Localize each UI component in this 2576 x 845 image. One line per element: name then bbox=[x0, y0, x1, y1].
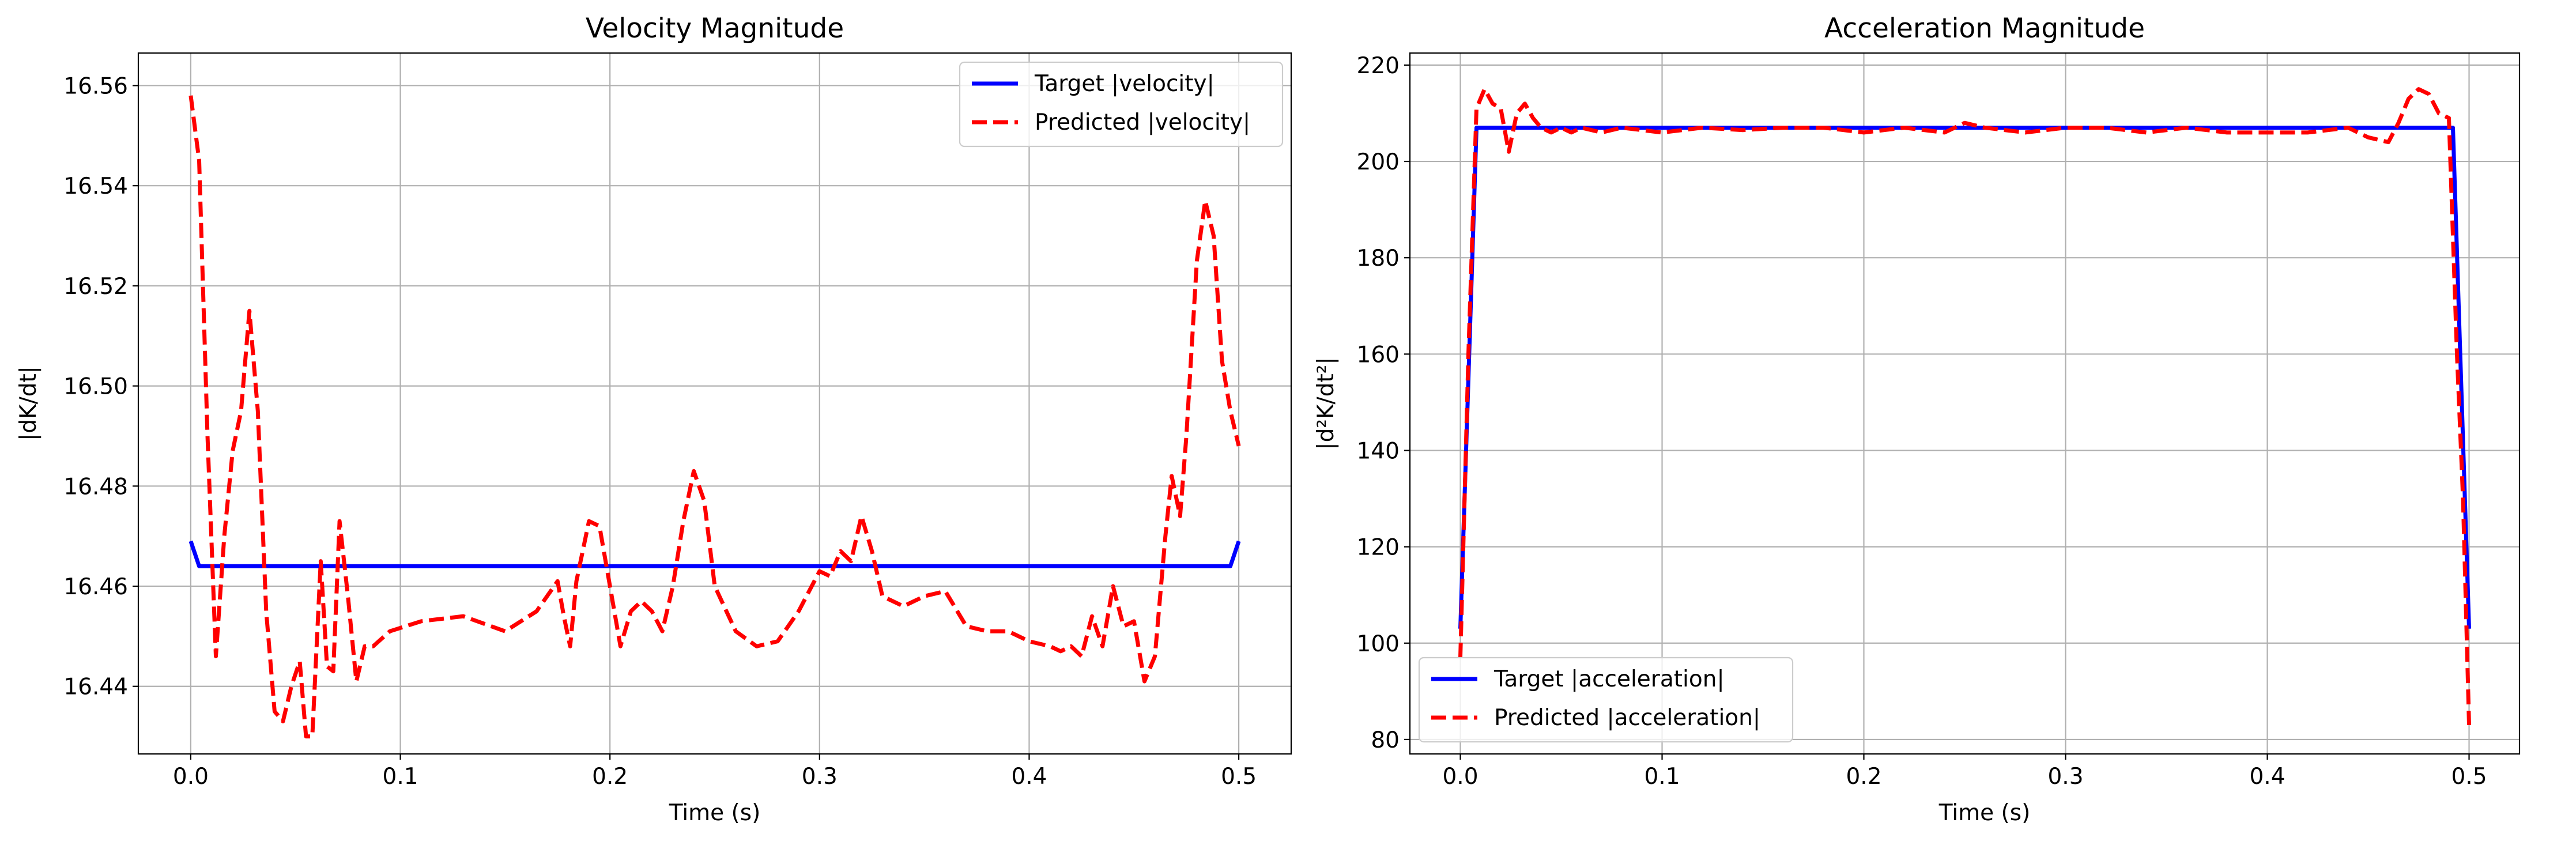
legend-label: Predicted |acceleration| bbox=[1494, 705, 1760, 731]
predicted-series-line bbox=[188, 95, 1241, 739]
velocity-chart: 0.0 0.1 0.2 0.3 0.4 0.5 16.4416.4616.4816.501… bbox=[16, 13, 1292, 826]
y-tick-label: 16.56 bbox=[63, 73, 128, 99]
legend-label: Target |acceleration| bbox=[1493, 666, 1725, 692]
x-tick-label: 0.3 bbox=[802, 764, 838, 790]
y-tick-label: 180 bbox=[1357, 246, 1400, 271]
y-tick-label: 16.48 bbox=[63, 474, 128, 500]
y-tick-label: 120 bbox=[1357, 535, 1400, 561]
x-ticks: 0.0 0.1 0.2 0.3 0.4 0.5 bbox=[1442, 754, 2487, 790]
target-series-line bbox=[1458, 126, 2471, 629]
y-tick-label: 140 bbox=[1357, 438, 1400, 464]
chart-title: Acceleration Magnitude bbox=[1824, 13, 2145, 44]
plot-area-frame bbox=[1409, 52, 2521, 755]
y-tick-label: 220 bbox=[1357, 53, 1400, 79]
legend-label: Target |velocity| bbox=[1034, 71, 1215, 97]
legend: Target |acceleration| Predicted |acceler… bbox=[1418, 657, 1794, 743]
y-ticks: 80 100 120 140 160 180 200 220 bbox=[1357, 53, 1410, 753]
x-tick-label: 0.3 bbox=[2047, 764, 2083, 790]
target-series-line bbox=[188, 540, 1241, 568]
x-tick-label: 0.0 bbox=[173, 764, 209, 790]
plot-area-frame bbox=[137, 52, 1292, 755]
y-tick-label: 16.46 bbox=[63, 574, 128, 600]
y-tick-label: 160 bbox=[1357, 342, 1400, 368]
y-axis-label: |dK/dt| bbox=[16, 366, 42, 441]
y-tick-label: 16.50 bbox=[63, 374, 128, 400]
y-tick-label: 100 bbox=[1357, 631, 1400, 657]
x-tick-label: 0.4 bbox=[2249, 764, 2285, 790]
x-tick-label: 0.0 bbox=[1442, 764, 1478, 790]
y-ticks: 16.44 16.46 16.48 16.50 16.52 16.54 16.56 bbox=[63, 73, 138, 700]
series-group bbox=[188, 95, 1241, 739]
series-group bbox=[1458, 87, 2471, 725]
x-tick-label: 0.5 bbox=[1221, 764, 1257, 790]
legend-box bbox=[1418, 657, 1794, 743]
legend-box bbox=[959, 61, 1284, 148]
x-tick-label: 0.4 bbox=[1011, 764, 1047, 790]
x-axis-label: Time (s) bbox=[1938, 800, 2031, 826]
y-tick-label: 16.54 bbox=[63, 173, 128, 199]
predicted-series-line bbox=[1458, 87, 2471, 725]
x-tick-label: 0.2 bbox=[592, 764, 628, 790]
y-tick-label: 80 bbox=[1371, 727, 1400, 753]
x-tick-label: 0.1 bbox=[383, 764, 418, 790]
grid bbox=[1410, 53, 2520, 754]
x-tick-label: 0.5 bbox=[2451, 764, 2487, 790]
y-tick-label: 16.44 bbox=[63, 674, 128, 700]
legend: Target |velocity| Predicted |velocity| bbox=[959, 61, 1284, 148]
legend-label: Predicted |velocity| bbox=[1035, 110, 1250, 135]
plot-area-background bbox=[138, 53, 1291, 754]
chart-title: Velocity Magnitude bbox=[586, 13, 844, 44]
acceleration-chart: 0.0 0.1 0.2 0.3 0.4 0.5 80 100 120 140 160 180 200 2… bbox=[1313, 13, 2521, 826]
y-tick-label: 200 bbox=[1357, 149, 1400, 175]
x-axis-label: Time (s) bbox=[669, 800, 761, 826]
y-axis-label: |d²K/dt²| bbox=[1313, 357, 1339, 450]
y-tick-label: 16.52 bbox=[63, 274, 128, 300]
x-tick-label: 0.1 bbox=[1644, 764, 1680, 790]
x-ticks: 0.0 0.1 0.2 0.3 0.4 0.5 bbox=[173, 754, 1257, 790]
x-tick-label: 0.2 bbox=[1846, 764, 1881, 790]
plot-area-background bbox=[1410, 53, 2520, 754]
